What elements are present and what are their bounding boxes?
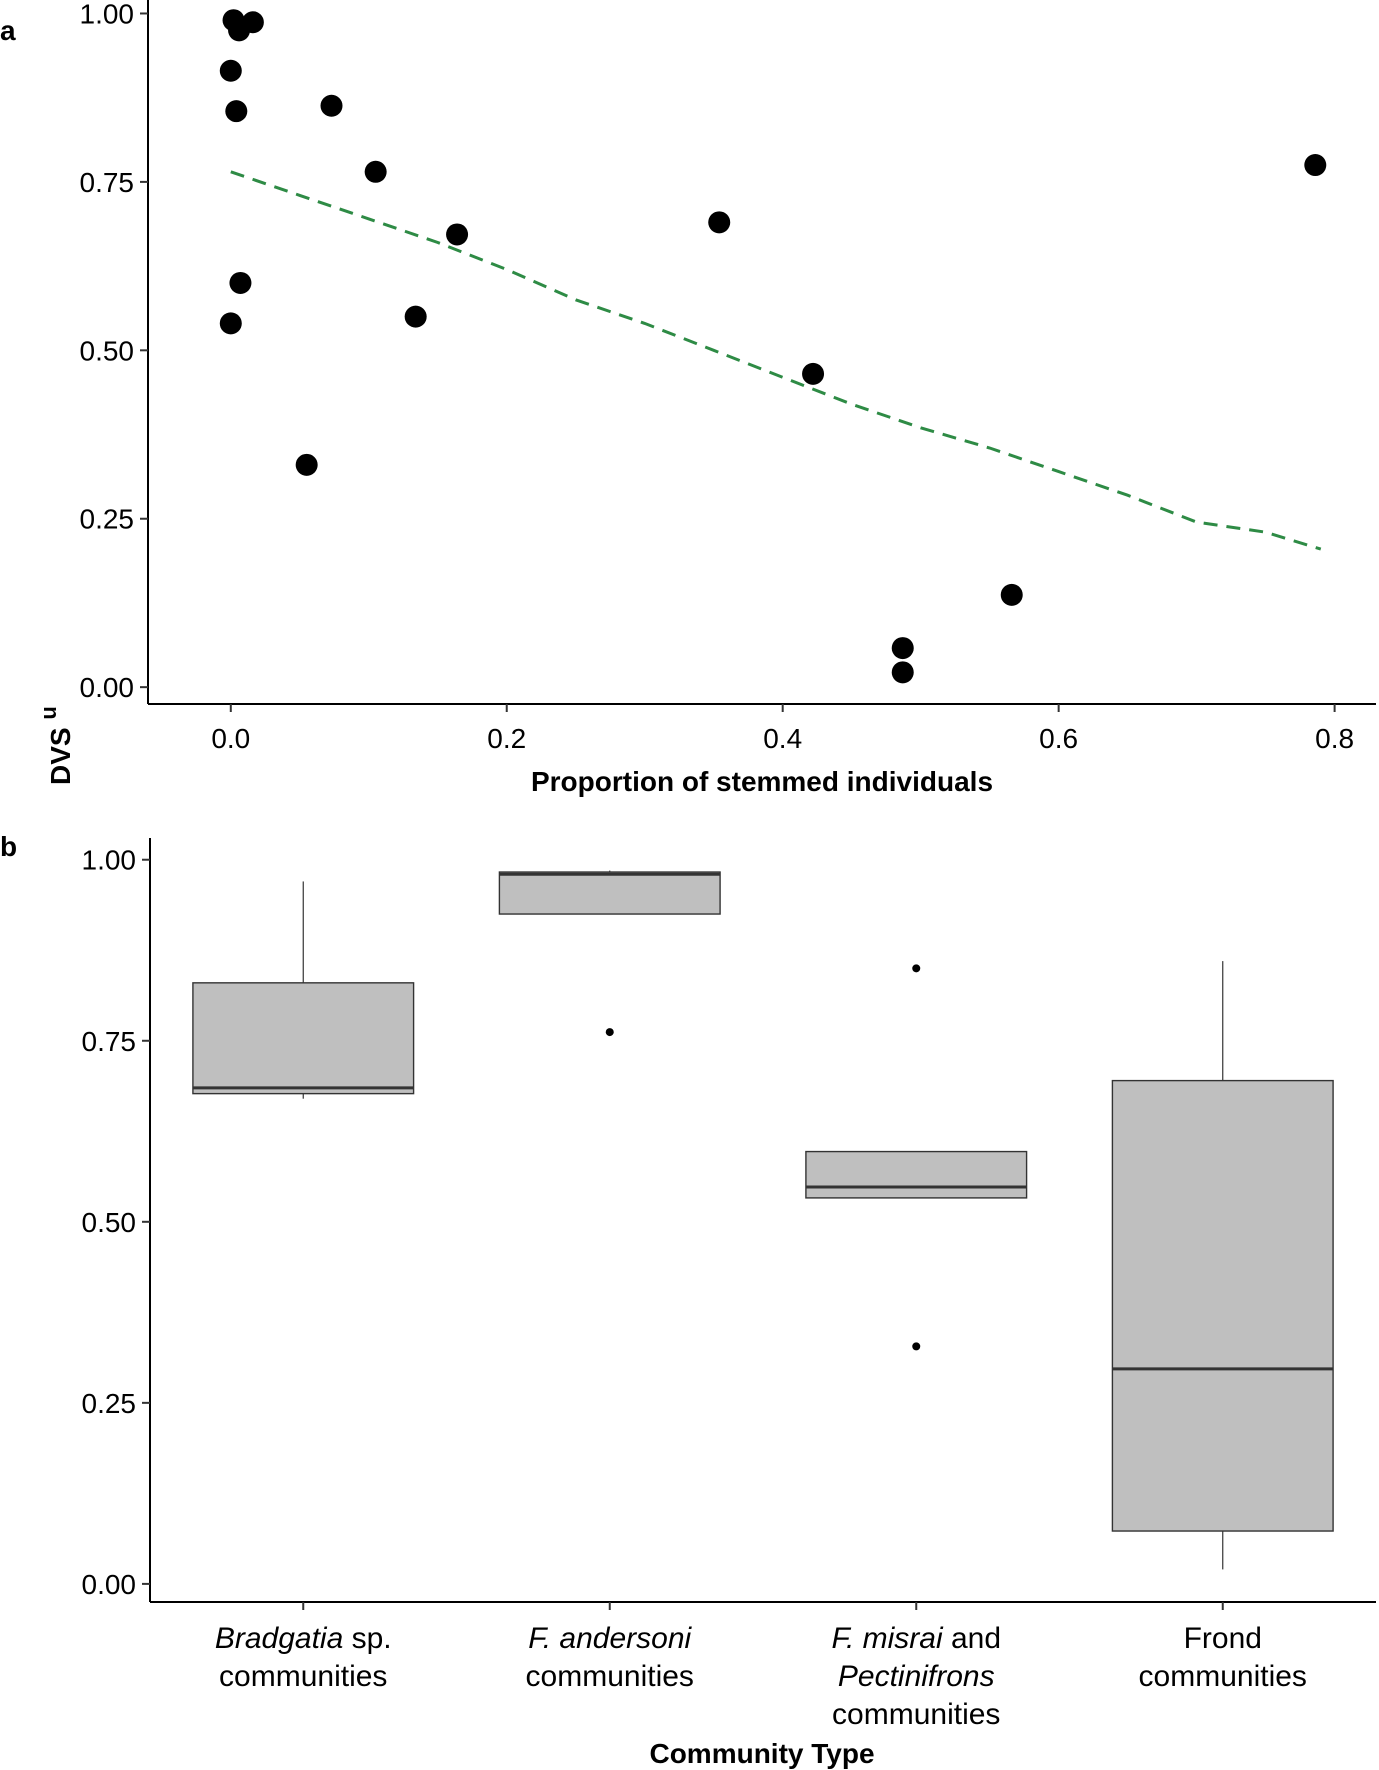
box-group — [1111, 961, 1334, 1570]
y-tick-label-b: 0.25 — [82, 1388, 137, 1419]
category-label: Bradgatia sp. — [215, 1622, 392, 1655]
category-label: Frond — [1184, 1622, 1262, 1655]
x-tick-label-a: 0.6 — [1039, 723, 1078, 754]
y-tick-label-a: 0.00 — [80, 672, 135, 703]
data-point — [891, 661, 914, 684]
box — [805, 1150, 1028, 1199]
y-tick-label-b: 0.00 — [82, 1569, 137, 1600]
category-label: communities — [526, 1660, 694, 1693]
x-tick-label-a: 0.8 — [1315, 723, 1354, 754]
outlier-point — [912, 964, 921, 973]
category-label-part: sp. — [343, 1622, 391, 1655]
box-group — [192, 881, 415, 1099]
data-point — [802, 362, 825, 385]
category-label: communities — [832, 1698, 1000, 1731]
category-label-part: communities — [832, 1698, 1000, 1731]
category-label: communities — [219, 1660, 387, 1693]
category-label: Pectinifrons — [838, 1660, 995, 1693]
y-tick-label-a: 0.50 — [80, 335, 135, 366]
data-point — [364, 160, 387, 183]
x-axis-title-a: Proportion of stemmed individuals — [531, 766, 993, 797]
category-label: F. misrai and — [831, 1622, 1001, 1655]
data-point — [1304, 154, 1327, 177]
y-tick-label-b: 1.00 — [82, 845, 137, 876]
category-label-part: Bradgatia — [215, 1622, 343, 1655]
category-label-part: F. andersoni — [528, 1622, 692, 1655]
panel-label-a: a — [0, 15, 16, 46]
category-label-part: F. misrai — [831, 1622, 943, 1655]
box-group — [498, 870, 721, 1037]
box — [1111, 1079, 1334, 1532]
category-label: F. andersoni — [528, 1622, 692, 1655]
data-point — [320, 94, 343, 117]
data-point — [229, 271, 252, 294]
data-point — [219, 59, 242, 82]
outlier-point — [605, 1028, 614, 1037]
category-label-part: and — [943, 1622, 1001, 1655]
box — [192, 982, 415, 1095]
scatter-panel-a: 0.00 0.25 0.50 0.75 1.00 0.0 0.2 0.4 0.6 0.8 — [80, 0, 1376, 754]
y-tick-label-b: 0.75 — [82, 1026, 137, 1057]
category-label: communities — [1139, 1660, 1307, 1693]
x-tick-label-a: 0.0 — [211, 723, 250, 754]
x-tick-label-a: 0.2 — [487, 723, 526, 754]
x-axis-title-b: Community Type — [649, 1738, 874, 1769]
box-group — [805, 964, 1028, 1351]
y-axis-title-a: DVS u — [36, 706, 76, 785]
svg-text:DVS u: DVS u — [36, 706, 76, 785]
y-tick-label-a: 0.25 — [80, 504, 135, 535]
data-point — [1000, 583, 1023, 606]
trend-line — [230, 170, 1322, 551]
boxplot-panel-b: 0.00 0.25 0.50 0.75 1.00 Bradgatia sp. communi… — [82, 838, 1376, 1731]
category-label-part: communities — [219, 1660, 387, 1693]
data-point — [219, 312, 242, 335]
y-axis-title-text: DVS — [45, 727, 76, 785]
category-label-part: Frond — [1184, 1622, 1262, 1655]
panel-label-b: b — [0, 831, 17, 862]
y-tick-label-a: 0.75 — [80, 167, 135, 198]
y-axis-title-superscript: u — [36, 706, 61, 719]
category-label-part: Pectinifrons — [838, 1660, 995, 1693]
box — [498, 871, 721, 915]
data-point — [225, 100, 248, 123]
data-point — [891, 637, 914, 660]
x-tick-label-a: 0.4 — [763, 723, 802, 754]
data-point — [404, 305, 427, 328]
data-point — [295, 453, 318, 476]
y-tick-label-b: 0.50 — [82, 1207, 137, 1238]
outlier-point — [912, 1342, 921, 1351]
category-label-part: communities — [526, 1660, 694, 1693]
category-label-part: communities — [1139, 1660, 1307, 1693]
data-point — [241, 11, 264, 34]
data-point — [446, 223, 469, 246]
data-point — [708, 211, 731, 234]
y-tick-label-a: 1.00 — [80, 0, 135, 29]
